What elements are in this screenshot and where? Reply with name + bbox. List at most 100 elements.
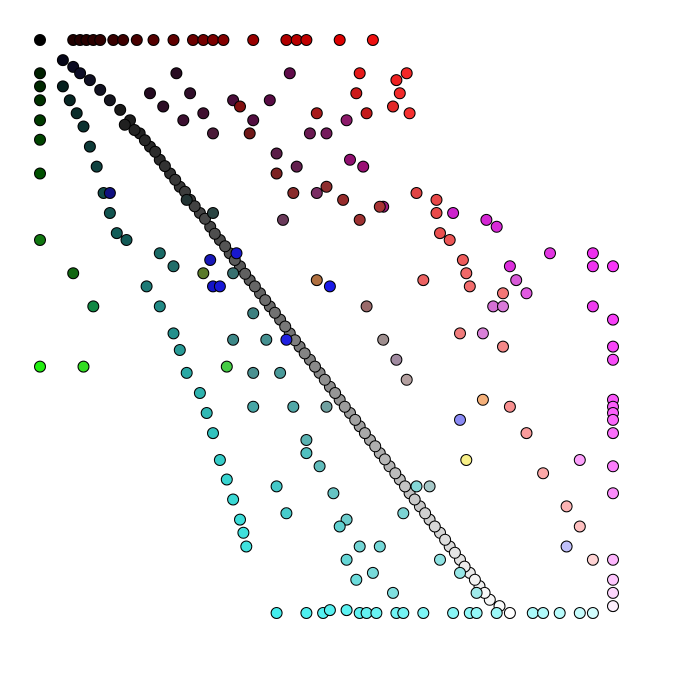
scatter-point-242	[586, 553, 599, 566]
scatter-point-92	[259, 294, 272, 307]
scatter-point-96	[298, 347, 311, 360]
scatter-point-148	[300, 434, 313, 446]
scatter-point-152	[353, 540, 366, 553]
scatter-point-8	[130, 34, 143, 46]
scatter-point-166	[470, 586, 483, 599]
scatter-point-291	[247, 366, 260, 379]
scatter-point-77	[503, 607, 516, 619]
scatter-point-186	[586, 607, 599, 619]
scatter-point-263	[607, 413, 619, 426]
scatter-point-136	[220, 473, 233, 486]
scatter-point-283	[360, 300, 373, 313]
scatter-point-199	[290, 160, 303, 173]
scatter-point-91	[248, 280, 261, 293]
scatter-point-191	[177, 114, 190, 127]
scatter-point-254	[586, 260, 599, 273]
scatter-point-243	[447, 207, 460, 219]
scatter-point-81	[149, 145, 162, 158]
scatter-point-268	[607, 553, 619, 566]
scatter-point-187	[170, 67, 183, 80]
scatter-point-21	[34, 67, 46, 80]
scatter-point-193	[207, 127, 219, 140]
scatter-point-188	[184, 87, 197, 100]
scatter-point-286	[400, 373, 413, 386]
scatter-point-93	[268, 306, 281, 319]
scatter-point-252	[544, 247, 556, 260]
scatter-point-289	[423, 480, 436, 493]
scatter-point-277	[280, 333, 293, 346]
scatter-point-128	[153, 300, 166, 313]
scatter-point-11	[187, 34, 199, 46]
scatter-point-102	[358, 427, 371, 440]
scatter-point-170	[323, 604, 336, 617]
scatter-point-133	[200, 407, 213, 419]
scatter-point-237	[503, 400, 516, 413]
scatter-point-132	[193, 387, 206, 399]
scatter-point-171	[340, 604, 353, 617]
scatter-point-287	[377, 333, 390, 346]
scatter-point-218	[350, 87, 363, 100]
scatter-point-25	[34, 133, 46, 146]
scatter-point-209	[243, 127, 256, 140]
scatter-point-38	[114, 103, 127, 116]
scatter-point-273	[204, 254, 217, 266]
scatter-point-79	[128, 124, 141, 136]
scatter-point-294	[247, 400, 260, 413]
scatter-point-125	[153, 247, 166, 260]
scatter-point-103	[369, 440, 382, 453]
scatter-point-88	[219, 240, 232, 253]
scatter-point-78	[118, 118, 131, 131]
scatter-point-116	[63, 94, 76, 107]
scatter-point-36	[94, 83, 107, 96]
scatter-point-18	[300, 34, 313, 46]
scatter-point-253	[586, 247, 599, 260]
scatter-point-176	[397, 607, 410, 619]
scatter-point-231	[417, 274, 430, 287]
scatter-point-227	[430, 207, 443, 219]
scatter-point-120	[90, 160, 103, 173]
scatter-point-94	[279, 320, 292, 333]
scatter-point-161	[373, 540, 386, 553]
scatter-point-232	[460, 267, 473, 280]
scatter-point-210	[270, 167, 283, 180]
scatter-point-82	[158, 160, 171, 173]
scatter-point-146	[274, 366, 287, 379]
scatter-point-22	[34, 80, 46, 93]
scatter-point-222	[393, 87, 406, 100]
scatter-point-141	[180, 193, 193, 206]
scatter-point-90	[239, 267, 252, 280]
scatter-point-110	[439, 533, 452, 546]
scatter-point-285	[460, 454, 473, 466]
scatter-point-224	[400, 67, 413, 80]
scatter-point-182	[526, 607, 539, 619]
scatter-point-257	[607, 313, 619, 326]
scatter-point-185	[573, 607, 586, 619]
scatter-point-180	[470, 607, 483, 619]
scatter-point-20	[366, 34, 379, 46]
scatter-point-16	[280, 34, 293, 46]
scatter-point-233	[463, 280, 476, 293]
scatter-point-197	[283, 67, 296, 80]
scatter-point-13	[207, 34, 219, 46]
scatter-point-113	[468, 573, 481, 586]
scatter-point-177	[417, 607, 430, 619]
scatter-point-129	[167, 327, 180, 340]
scatter-point-160	[350, 573, 363, 586]
scatter-point-168	[300, 607, 313, 619]
scatter-point-219	[353, 67, 366, 80]
scatter-point-155	[270, 480, 283, 493]
scatter-point-290	[220, 360, 233, 373]
scatter-point-282	[310, 274, 323, 287]
scatter-point-229	[443, 234, 456, 246]
scatter-point-143	[227, 267, 240, 280]
scatter-point-174	[370, 607, 383, 619]
scatter-point-108	[419, 507, 432, 520]
scatter-point-238	[520, 427, 533, 440]
scatter-point-279	[454, 413, 466, 426]
scatter-point-85	[188, 200, 201, 213]
scatter-point-130	[173, 344, 186, 356]
scatter-point-271	[607, 600, 619, 613]
scatter-point-269	[607, 573, 619, 586]
scatter-point-217	[360, 107, 373, 120]
scatter-point-280	[560, 540, 573, 553]
